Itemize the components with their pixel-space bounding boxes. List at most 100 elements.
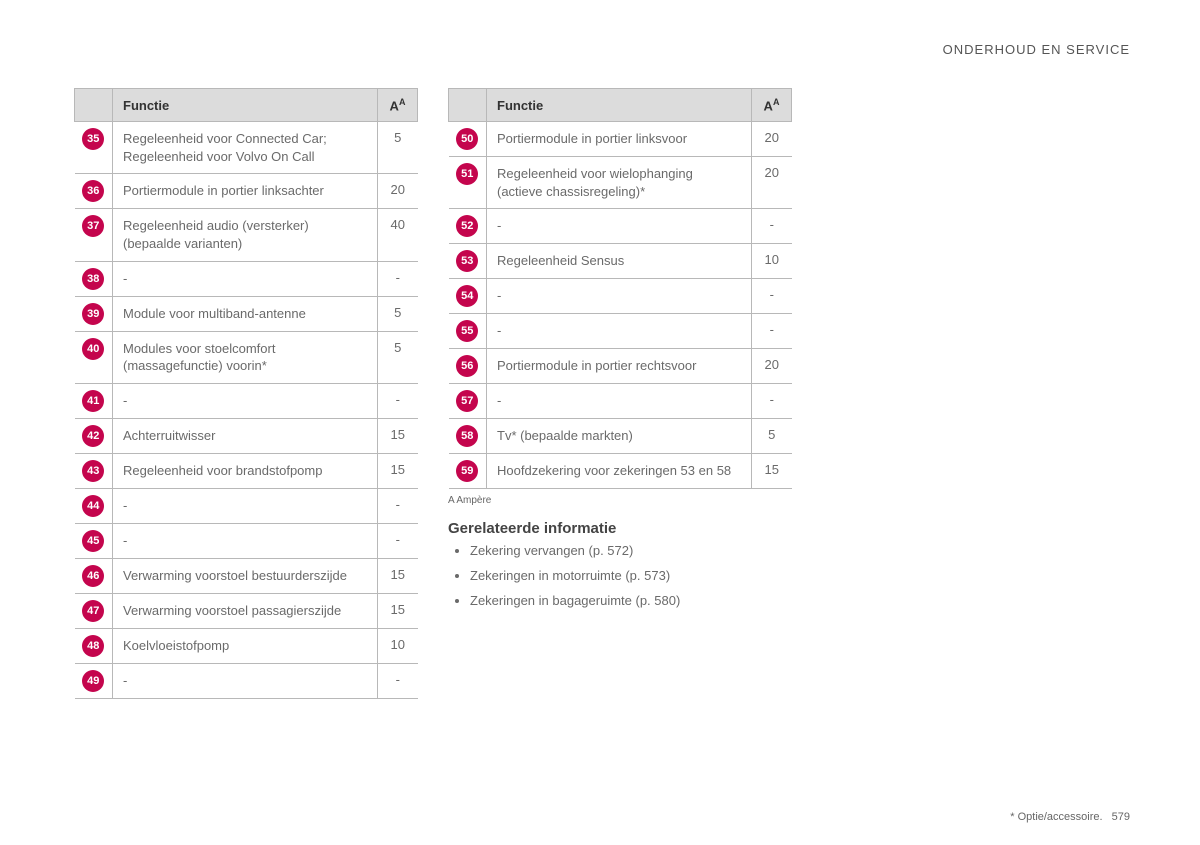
fuse-amperage: 5 [752,419,792,454]
fuse-amperage: 15 [378,418,418,453]
header-func: Functie [113,89,378,122]
fuse-number-badge-cell: 36 [75,174,113,209]
fuse-function: Tv* (bepaalde markten) [487,419,752,454]
fuse-function: Portiermodule in portier rechtsvoor [487,349,752,384]
left-column: Functie AA 35Regeleenheid voor Connected… [74,88,418,699]
fuse-number-badge-cell: 43 [75,453,113,488]
fuse-function: - [113,663,378,698]
fuse-number-badge-cell: 51 [449,157,487,209]
table-row: 46 Verwarming voorstoel bestuurderszijde1… [75,558,418,593]
fuse-number-badge: 40 [82,338,104,360]
fuse-number-badge-cell: 39 [75,296,113,331]
fuse-function: - [487,279,752,314]
fuse-function: Portiermodule in portier linksvoor [487,122,752,157]
table-row: 42Achterruitwisser15 [75,418,418,453]
table-row: 58Tv* (bepaalde markten)5 [449,419,792,454]
fuse-function: Koelvloeistofpomp [113,628,378,663]
fuse-number-badge: 38 [82,268,104,290]
table-row: 57-- [449,384,792,419]
fuse-amperage: - [752,314,792,349]
fuse-number-badge-cell: 52 [449,209,487,244]
fuse-number-badge: 43 [82,460,104,482]
fuse-amperage: 20 [752,349,792,384]
fuse-function: - [487,209,752,244]
fuse-function: Module voor multiband-antenne [113,296,378,331]
fuse-amperage: 10 [378,628,418,663]
table-row: 52-- [449,209,792,244]
footnote-ampere: A Ampère [448,495,792,506]
fuse-number-badge: 56 [456,355,478,377]
fuse-number-badge-cell: 56 [449,349,487,384]
fuse-number-badge: 37 [82,215,104,237]
fuse-number-badge: 50 [456,128,478,150]
fuse-function: - [113,488,378,523]
fuse-table-right: Functie AA 50Portiermodule in portier li… [448,88,792,489]
fuse-function: - [487,384,752,419]
fuse-amperage: - [752,209,792,244]
fuse-function: - [113,523,378,558]
fuse-number-badge: 57 [456,390,478,412]
fuse-number-badge: 36 [82,180,104,202]
fuse-number-badge-cell: 35 [75,122,113,174]
table-row: 49-- [75,663,418,698]
fuse-number-badge: 45 [82,530,104,552]
fuse-number-badge: 51 [456,163,478,185]
fuse-number-badge-cell: 38 [75,261,113,296]
fuse-number-badge: 44 [82,495,104,517]
table-row: 37 Regeleenheid audio (versterker) (bepaa… [75,209,418,261]
right-column: Functie AA 50Portiermodule in portier li… [448,88,792,699]
content-columns: Functie AA 35Regeleenheid voor Connected… [74,88,792,699]
fuse-number-badge: 46 [82,565,104,587]
fuse-number-badge-cell: 49 [75,663,113,698]
fuse-function: Regeleenheid Sensus [487,244,752,279]
table-row: 39Module voor multiband-antenne5 [75,296,418,331]
fuse-amperage: 20 [752,157,792,209]
related-link[interactable]: Zekering vervangen (p. 572) [470,543,792,560]
table-row: 51 Regeleenheid voor wielophanging (actie… [449,157,792,209]
related-link[interactable]: Zekeringen in bagageruimte (p. 580) [470,593,792,610]
fuse-function: Verwarming voorstoel bestuurderszijde [113,558,378,593]
header-blank [75,89,113,122]
header-amp: AA [752,89,792,122]
fuse-amperage: 15 [378,453,418,488]
fuse-number-badge: 49 [82,670,104,692]
table-row: 44-- [75,488,418,523]
fuse-amperage: 40 [378,209,418,261]
table-row: 47Verwarming voorstoel passagierszijde15 [75,593,418,628]
fuse-number-badge-cell: 48 [75,628,113,663]
fuse-amperage: - [378,523,418,558]
fuse-function: Regeleenheid voor wielophanging (actieve… [487,157,752,209]
fuse-table-left: Functie AA 35Regeleenheid voor Connected… [74,88,418,699]
related-list: Zekering vervangen (p. 572) Zekeringen in… [448,543,792,610]
fuse-number-badge: 55 [456,320,478,342]
fuse-number-badge: 54 [456,285,478,307]
fuse-amperage: 15 [378,558,418,593]
fuse-function: - [113,261,378,296]
section-title: ONDERHOUD EN SERVICE [943,42,1130,57]
fuse-function: Regeleenheid voor Connected Car; Regelee… [113,122,378,174]
fuse-function: Verwarming voorstoel passagierszijde [113,593,378,628]
table-row: 53 Regeleenheid Sensus10 [449,244,792,279]
fuse-number-badge: 59 [456,460,478,482]
table-row: 48Koelvloeistofpomp10 [75,628,418,663]
fuse-amperage: 5 [378,331,418,383]
fuse-function: Regeleenheid audio (versterker) (bepaald… [113,209,378,261]
table-row: 56 Portiermodule in portier rechtsvoor20 [449,349,792,384]
fuse-number-badge: 42 [82,425,104,447]
fuse-number-badge-cell: 41 [75,383,113,418]
table-row: 36Portiermodule in portier linksachter20 [75,174,418,209]
fuse-number-badge-cell: 57 [449,384,487,419]
fuse-number-badge-cell: 46 [75,558,113,593]
fuse-function: - [113,383,378,418]
fuse-number-badge: 47 [82,600,104,622]
fuse-amperage: 5 [378,122,418,174]
table-row: 38-- [75,261,418,296]
fuse-number-badge: 41 [82,390,104,412]
fuse-amperage: 20 [752,122,792,157]
fuse-number-badge: 53 [456,250,478,272]
related-link[interactable]: Zekeringen in motorruimte (p. 573) [470,568,792,585]
fuse-number-badge-cell: 42 [75,418,113,453]
table-row: 54-- [449,279,792,314]
fuse-number-badge-cell: 59 [449,454,487,489]
fuse-amperage: 10 [752,244,792,279]
